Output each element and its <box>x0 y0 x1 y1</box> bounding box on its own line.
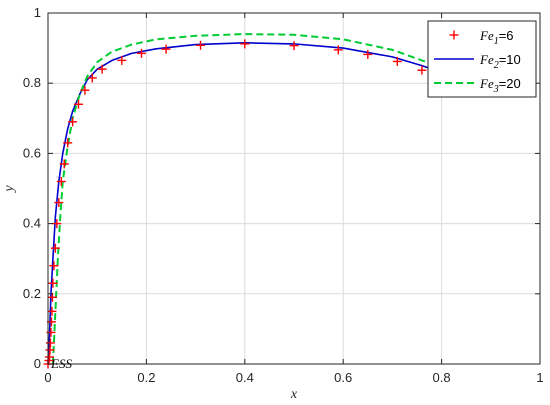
ess-annotation: ESS <box>50 356 72 371</box>
point-fe1-6 <box>117 55 127 65</box>
point-fe1-6 <box>333 45 343 55</box>
legend-marker-fe1-6 <box>449 30 459 40</box>
legend: Fe1=6 Fe2=10 Fe3=20 <box>427 20 537 98</box>
y-tick-label: 0.8 <box>23 75 41 90</box>
point-fe1-6 <box>240 39 250 49</box>
legend-sample-fe1-6 <box>449 30 459 40</box>
point-fe1-6 <box>68 117 78 127</box>
legend-label-fe1-6: Fe1=6 <box>479 28 514 47</box>
point-fe1-6 <box>136 48 146 58</box>
point-fe1-6 <box>87 73 97 83</box>
point-fe1-6 <box>59 159 69 169</box>
series-fe1-6 <box>43 39 427 369</box>
point-fe1-6 <box>48 278 58 288</box>
point-fe1-6 <box>47 306 57 316</box>
x-tick-label: 0 <box>44 370 51 385</box>
y-tick-label: 1 <box>34 5 41 20</box>
y-tick-label: 0.6 <box>23 145 41 160</box>
point-fe1-6 <box>54 198 64 208</box>
point-fe1-6 <box>56 176 66 186</box>
point-fe1-6 <box>52 219 62 229</box>
x-tick-label: 0.2 <box>137 370 155 385</box>
y-tick-label: 0.2 <box>23 286 41 301</box>
point-fe1-6 <box>45 338 55 348</box>
y-axis-label: y <box>2 185 17 194</box>
point-fe1-6 <box>49 261 59 271</box>
x-tick-label: 0.8 <box>433 370 451 385</box>
y-tick-label: 0.4 <box>23 216 41 231</box>
point-fe1-6 <box>50 243 60 253</box>
point-fe1-6 <box>417 65 427 75</box>
point-fe1-6 <box>289 41 299 51</box>
ticks: 0 0.2 0.4 0.6 0.8 1 0 0.2 0.4 0.6 0.8 1 <box>23 5 544 385</box>
legend-label-fe3-20: Fe3=20 <box>479 76 521 95</box>
legend-label-fe2-10: Fe2=10 <box>479 52 521 71</box>
series-line-fe3-20 <box>51 33 442 365</box>
point-fe1-6 <box>80 85 90 95</box>
point-fe1-6 <box>97 64 107 74</box>
x-axis-label: x <box>290 387 298 402</box>
point-fe1-6 <box>47 292 57 302</box>
point-fe1-6 <box>161 44 171 54</box>
plot-series <box>43 33 442 369</box>
point-fe1-6 <box>63 138 73 148</box>
point-fe1-6 <box>196 40 206 50</box>
point-fe1-6 <box>363 49 373 59</box>
x-tick-label: 0.4 <box>236 370 254 385</box>
plot-frame <box>47 12 541 365</box>
x-tick-label: 1 <box>536 370 543 385</box>
y-tick-label: 0 <box>34 356 41 371</box>
x-tick-label: 0.6 <box>334 370 352 385</box>
point-fe1-6 <box>392 56 402 66</box>
point-fe1-6 <box>74 99 84 109</box>
